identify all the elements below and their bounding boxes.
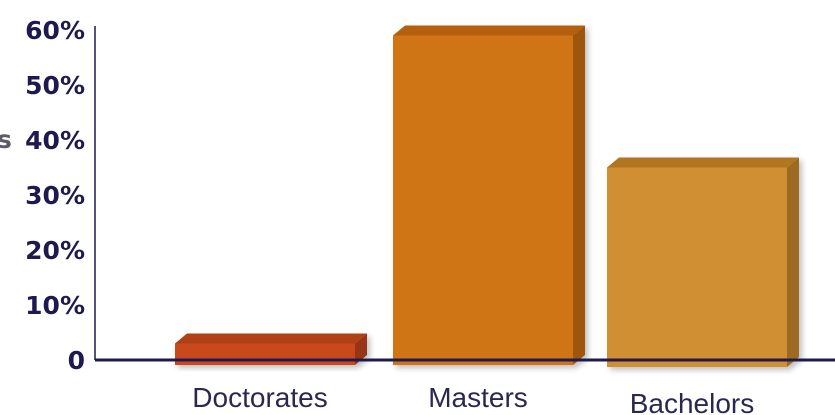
- y-tick-label: 10%: [25, 291, 85, 320]
- x-tick-label: Doctorates: [192, 382, 327, 413]
- bar-front: [607, 167, 787, 367]
- y-tick-label: 40%: [25, 126, 85, 155]
- y-axis-ticks: 0 10% 20% 30% 40% 50% 60%: [25, 16, 85, 375]
- x-tick-label: Masters: [428, 382, 528, 413]
- y-tick-label: 50%: [25, 71, 85, 100]
- bar-side-face: [355, 333, 367, 365]
- x-tick-label: Bachelors: [630, 388, 755, 415]
- y-tick-label: 30%: [25, 181, 85, 210]
- y-tick-label: 0: [68, 346, 85, 375]
- bars-group: [175, 25, 799, 367]
- bar-side-face: [573, 25, 585, 365]
- bar-side-face: [787, 157, 799, 367]
- y-tick-label: 20%: [25, 236, 85, 265]
- bar-top-face: [607, 157, 799, 168]
- bar-top-face: [175, 333, 367, 344]
- bar-masters: [393, 25, 585, 365]
- y-tick-label: 60%: [25, 16, 85, 45]
- bar-top-face: [393, 25, 585, 36]
- x-axis-ticks: Doctorates Masters Bachelors: [192, 382, 754, 415]
- bar-front: [175, 343, 355, 365]
- bar-bachelors: [607, 157, 799, 367]
- y-axis-label-fragment: s: [0, 125, 12, 154]
- bar-front: [393, 35, 573, 365]
